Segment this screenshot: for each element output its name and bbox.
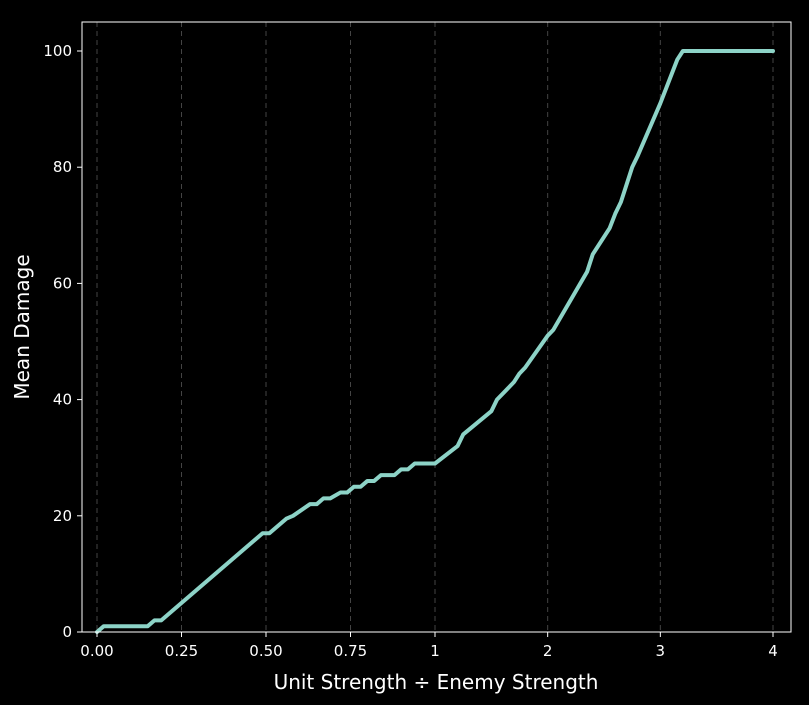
x-axis-ticks: 0.00 0.25 0.50 0.75 1 2 3 4 [80,632,778,660]
series-layer [95,49,775,634]
y-tick-label: 20 [53,507,72,525]
y-tick-label: 100 [43,42,72,60]
x-tick-label: 0.50 [249,642,282,660]
y-tick-label: 80 [53,158,72,176]
x-tick-label: 3 [656,642,666,660]
y-tick-label: 0 [62,623,72,641]
x-tick-label: 1 [430,642,440,660]
x-tick-label: 0.75 [334,642,367,660]
x-tick-label: 2 [543,642,553,660]
x-tick-label: 0.00 [80,642,113,660]
x-tick-label: 0.25 [165,642,198,660]
x-axis-label: Unit Strength ÷ Enemy Strength [274,670,599,694]
y-tick-label: 60 [53,274,72,292]
grid-lines [96,22,774,632]
y-tick-label: 40 [53,391,72,409]
plot-frame [81,21,792,633]
y-axis-ticks: 0 20 40 60 80 100 [43,42,82,641]
y-axis-label: Mean Damage [10,254,34,399]
series-line [95,49,775,634]
x-tick-label: 4 [768,642,778,660]
